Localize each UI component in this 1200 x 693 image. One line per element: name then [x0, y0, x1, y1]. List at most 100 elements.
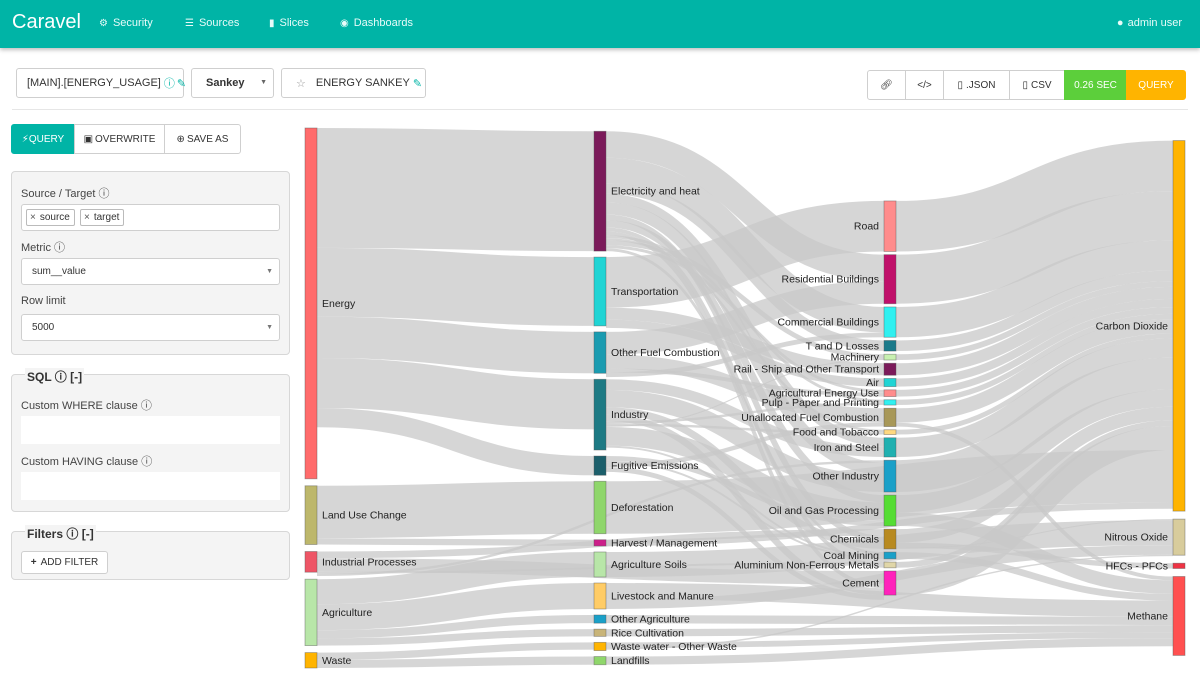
sankey-link-energy-transport[interactable] — [316, 247, 595, 326]
sankey-link-industry-food[interactable] — [605, 423, 885, 435]
sankey-node-air[interactable] — [883, 378, 897, 388]
close-icon[interactable]: × — [84, 212, 90, 223]
sankey-node-ironsteel[interactable] — [883, 437, 897, 458]
sankey-link-agenergy-co2[interactable] — [895, 307, 1174, 397]
sankey-node-waste[interactable] — [304, 652, 318, 669]
sankey-link-food-co2[interactable] — [895, 333, 1174, 435]
sankey-link-road-co2[interactable] — [895, 140, 1174, 252]
sankey-node-food[interactable] — [883, 429, 897, 435]
sankey-link-transport-road[interactable] — [605, 200, 885, 308]
sankey-link-luc-harvest[interactable] — [316, 538, 595, 546]
sankey-node-oilgas[interactable] — [883, 494, 897, 527]
query-button-top[interactable]: QUERY — [1126, 70, 1186, 100]
sankey-link-tdloss-co2[interactable] — [895, 270, 1174, 352]
sankey-link-waste-wastewater[interactable] — [316, 642, 595, 660]
sankey-link-commercial-co2[interactable] — [895, 240, 1174, 338]
embed-button[interactable]: </> — [905, 70, 944, 100]
datasource-selector[interactable]: [MAIN].[ENERGY_USAGE] ⓘ ✎ — [16, 68, 187, 98]
close-icon[interactable]: × — [30, 212, 36, 223]
sankey-node-commercial[interactable] — [883, 306, 897, 338]
sankey-node-ind_proc[interactable] — [304, 551, 318, 573]
filters-toggle[interactable]: [-] — [81, 527, 94, 541]
viz-type-select[interactable]: Sankey ▼ — [191, 68, 274, 98]
sankey-link-industry-ironsteel[interactable] — [605, 379, 885, 458]
sankey-node-luc[interactable] — [304, 485, 318, 545]
sankey-node-residential[interactable] — [883, 254, 897, 305]
sankey-node-landfills[interactable] — [593, 656, 607, 666]
sankey-link-energy-ofc[interactable] — [316, 316, 595, 374]
edit-slice-icon[interactable]: ✎ — [412, 77, 423, 90]
sankey-node-n2o[interactable] — [1172, 518, 1186, 556]
sankey-node-deforest[interactable] — [593, 480, 607, 535]
sankey-link-energy-industry[interactable] — [316, 358, 595, 430]
json-button[interactable]: ▯ .JSON — [943, 70, 1010, 100]
where-input[interactable] — [21, 416, 280, 444]
sankey-node-tdloss[interactable] — [883, 340, 897, 352]
sankey-node-fugitive[interactable] — [593, 455, 607, 476]
having-input[interactable] — [21, 472, 280, 500]
user-menu[interactable]: ● admin user — [1117, 17, 1182, 29]
nav-slices[interactable]: ▮ Slices — [269, 17, 309, 29]
sankey-node-coal[interactable] — [883, 551, 897, 560]
sankey-link-livestock-methane[interactable] — [605, 582, 1174, 617]
sankey-link-ofc-unalloc[interactable] — [605, 354, 885, 423]
sankey-link-agri-rice[interactable] — [316, 629, 595, 646]
save-as-button[interactable]: ⊕ SAVE AS — [164, 124, 241, 154]
sankey-link-industry-pulp[interactable] — [605, 402, 885, 424]
sankey-link-waste-landfills[interactable] — [316, 656, 595, 669]
sankey-link-transport-rail[interactable] — [605, 307, 885, 376]
sankey-link-agri-other_agri[interactable] — [316, 614, 595, 639]
sankey-node-co2[interactable] — [1172, 140, 1186, 512]
sankey-node-machinery[interactable] — [883, 353, 897, 361]
sankey-link-rail-co2[interactable] — [895, 286, 1174, 376]
sankey-node-rail[interactable] — [883, 362, 897, 376]
sankey-link-energy-elec[interactable] — [316, 128, 595, 252]
sankey-node-pulp[interactable] — [883, 399, 897, 406]
nav-sources[interactable]: ☰ Sources — [185, 17, 239, 29]
sankey-link-agri-livestock[interactable] — [316, 582, 595, 631]
overwrite-button[interactable]: ▣ OVERWRITE — [74, 124, 165, 154]
sankey-node-hfc[interactable] — [1172, 562, 1186, 569]
sankey-link-pulp-co2[interactable] — [895, 313, 1174, 406]
nav-dashboards[interactable]: ◉ Dashboards — [340, 17, 413, 29]
sankey-link-elec-machinery[interactable] — [605, 240, 885, 360]
sankey-node-agenergy[interactable] — [883, 389, 897, 397]
sankey-node-transport[interactable] — [593, 256, 607, 327]
sankey-node-agsoils[interactable] — [593, 551, 607, 578]
sankey-link-elec-residential[interactable] — [605, 131, 885, 282]
sankey-link-fugitive-unalloc[interactable] — [605, 422, 885, 468]
sankey-node-industry[interactable] — [593, 378, 607, 451]
row-limit-select[interactable]: 5000 ▼ — [21, 314, 280, 341]
sankey-link-luc-deforest[interactable] — [316, 481, 595, 539]
sankey-node-aluminium[interactable] — [883, 561, 897, 569]
sankey-node-cement[interactable] — [883, 570, 897, 596]
star-icon[interactable]: ☆ — [296, 77, 306, 90]
sankey-link-landfills-methane[interactable] — [605, 638, 1174, 665]
sankey-node-other_agri[interactable] — [593, 614, 607, 624]
edit-icon[interactable]: ✎ — [176, 77, 187, 90]
info-icon[interactable]: ⓘ — [163, 78, 175, 90]
sankey-link-industry-machinery[interactable] — [605, 359, 885, 427]
query-button[interactable]: ⚡︎ QUERY — [11, 124, 75, 154]
sankey-link-unalloc-co2[interactable] — [895, 319, 1174, 423]
sankey-node-livestock[interactable] — [593, 582, 607, 610]
sankey-node-chemicals[interactable] — [883, 528, 897, 550]
sankey-link-ofc-commercial[interactable] — [605, 332, 885, 378]
sankey-link-wastewater-n2o[interactable] — [605, 554, 1174, 650]
sankey-link-machinery-co2[interactable] — [895, 281, 1174, 361]
sankey-link-wastewater-methane[interactable] — [605, 632, 1174, 649]
sankey-node-unalloc[interactable] — [883, 407, 897, 427]
sankey-link-ironsteel-co2[interactable] — [895, 338, 1174, 458]
add-filter-button[interactable]: + ADD FILTER — [21, 551, 108, 574]
brand-logo[interactable]: Caravel — [12, 11, 81, 33]
sql-toggle[interactable]: [-] — [70, 370, 83, 384]
sankey-node-elec[interactable] — [593, 130, 607, 252]
sankey-node-methane[interactable] — [1172, 576, 1186, 656]
sql-title[interactable]: SQL ⓘ [-] — [25, 368, 85, 385]
sankey-node-rice[interactable] — [593, 628, 607, 637]
sankey-node-ofc[interactable] — [593, 331, 607, 374]
metric-select[interactable]: sum__value ▼ — [21, 258, 280, 285]
sankey-node-otherind[interactable] — [883, 459, 897, 493]
sankey-link-other_agri-methane[interactable] — [605, 614, 1174, 626]
sankey-link-rice-methane[interactable] — [605, 625, 1174, 637]
